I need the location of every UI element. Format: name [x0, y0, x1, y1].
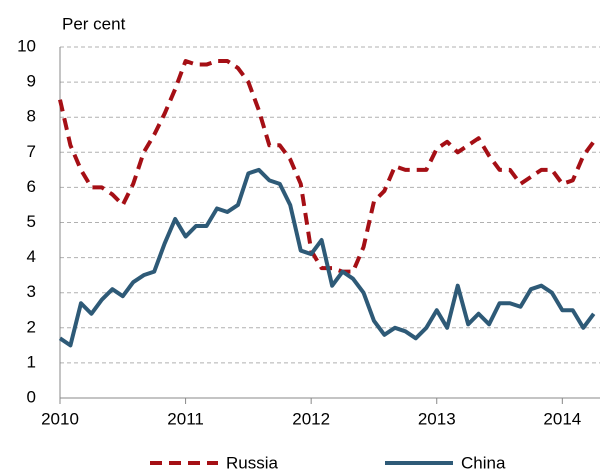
legend-label: Russia [226, 453, 279, 472]
y-tick-label: 7 [27, 142, 36, 161]
x-tick-label: 2012 [292, 409, 330, 428]
y-tick-label: 8 [27, 107, 36, 126]
y-tick-label: 0 [27, 387, 36, 406]
x-tick-label: 2013 [418, 409, 456, 428]
y-tick-label: 1 [27, 352, 36, 371]
x-tick-label: 2011 [167, 409, 204, 428]
y-tick-label: 3 [27, 282, 36, 301]
y-tick-label: 9 [27, 72, 36, 91]
y-tick-label: 2 [27, 317, 36, 336]
series-line [58, 59, 596, 274]
y-tick-label: 6 [27, 177, 36, 196]
y-axis-label: Per cent [62, 14, 126, 33]
legend-label: China [461, 453, 506, 472]
series-line [58, 167, 596, 348]
y-tick-label: 5 [27, 212, 36, 231]
y-tick-label: 10 [17, 36, 36, 55]
x-tick-label: 2014 [543, 409, 581, 428]
y-tick-label: 4 [27, 247, 36, 266]
x-tick-label: 2010 [41, 409, 79, 428]
